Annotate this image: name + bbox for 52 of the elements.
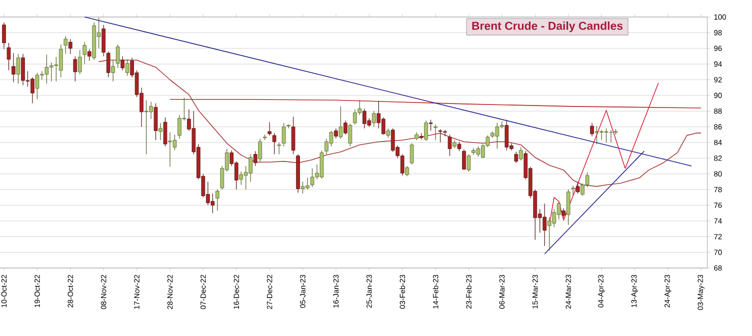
candlestick: [82, 42, 87, 64]
candlestick: [120, 56, 124, 71]
candlestick: [16, 54, 20, 84]
candlestick: [268, 122, 272, 136]
candlestick: [386, 128, 390, 138]
candlestick: [64, 36, 68, 54]
candlestick: [576, 181, 580, 194]
candlestick: [434, 124, 438, 140]
candlestick: [258, 138, 262, 162]
candlestick: [424, 120, 428, 142]
candlestick: [344, 120, 348, 135]
candlestick: [78, 50, 82, 75]
candlestick: [272, 132, 276, 155]
candlestick: [106, 51, 110, 78]
candlestick: [111, 60, 115, 82]
candlestick: [87, 48, 92, 62]
line-series: [170, 98, 702, 108]
candlestick: [562, 208, 566, 218]
candlestick: [163, 117, 168, 147]
candlestick: [590, 122, 594, 137]
candlestick: [462, 149, 466, 170]
candlestick: [116, 44, 120, 68]
candlestick: [466, 154, 471, 172]
candlestick: [6, 42, 11, 71]
candlestick: [253, 150, 258, 166]
candlestick: [334, 128, 338, 139]
candlestick: [372, 110, 376, 128]
candlestick: [448, 134, 452, 156]
candlestick: [291, 116, 296, 155]
candlestick: [68, 38, 72, 54]
candlestick: [73, 56, 78, 82]
candlestick: [566, 189, 570, 226]
candlestick: [405, 166, 409, 177]
candlestick: [514, 152, 518, 164]
candlestick: [457, 141, 462, 152]
candlestick: [154, 102, 158, 140]
candlestick: [571, 185, 575, 196]
candlestick: [428, 119, 433, 132]
candlestick: [215, 189, 220, 212]
candlestick: [102, 24, 106, 57]
candlestick: [338, 106, 343, 139]
candlestick: [282, 122, 286, 147]
candlestick: [2, 22, 6, 50]
candlestick: [518, 146, 523, 161]
candlestick: [12, 52, 16, 82]
candlestick: [286, 124, 290, 129]
chart-title: Brent Crude - Daily Candles: [472, 21, 623, 32]
candlestick: [277, 142, 281, 155]
candlestick: [158, 122, 162, 140]
candlestick: [410, 142, 414, 165]
candlestick: [125, 59, 130, 76]
candlestick: [348, 123, 352, 147]
